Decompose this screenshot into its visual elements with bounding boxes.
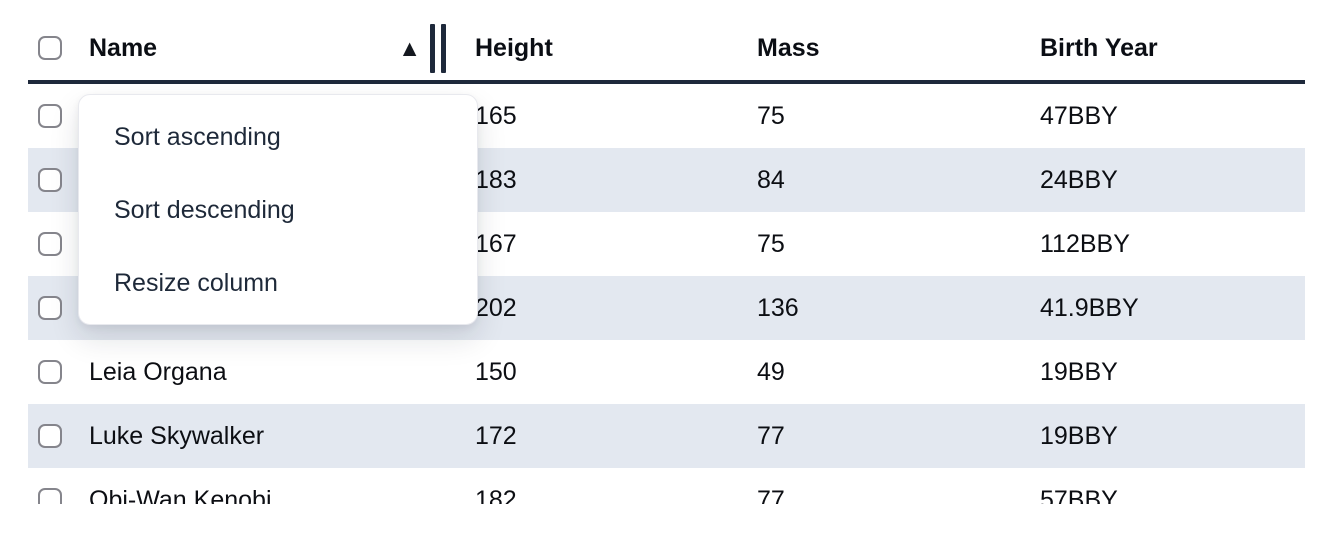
cell-name: Luke Skywalker bbox=[89, 421, 265, 450]
row-checkbox-cell bbox=[28, 168, 77, 192]
cell-mass: 75 bbox=[757, 101, 785, 130]
cell-height: 182 bbox=[475, 485, 517, 505]
cell-birth-year: 19BBY bbox=[1040, 357, 1118, 386]
cell-mass: 77 bbox=[757, 485, 785, 505]
menu-item-sort-ascending[interactable]: Sort ascending bbox=[114, 123, 281, 151]
column-header-height-label: Height bbox=[475, 33, 553, 62]
column-context-menu: Sort ascending Sort descending Resize co… bbox=[78, 94, 478, 325]
column-header-height[interactable]: Height bbox=[459, 34, 741, 63]
cell-birth-year: 19BBY bbox=[1040, 421, 1118, 450]
cell-height: 150 bbox=[475, 357, 517, 386]
menu-item-resize-column[interactable]: Resize column bbox=[114, 269, 278, 297]
column-header-birth-year[interactable]: Birth Year bbox=[1024, 34, 1305, 63]
row-checkbox[interactable] bbox=[38, 104, 62, 128]
cell-mass: 84 bbox=[757, 165, 785, 194]
column-header-birth-year-label: Birth Year bbox=[1040, 33, 1158, 62]
row-checkbox[interactable] bbox=[38, 168, 62, 192]
cell-name: Leia Organa bbox=[89, 357, 227, 386]
row-checkbox[interactable] bbox=[38, 488, 62, 504]
table-row: Leia Organa 150 49 19BBY bbox=[28, 340, 1305, 404]
row-checkbox-cell bbox=[28, 424, 77, 448]
row-checkbox[interactable] bbox=[38, 232, 62, 256]
cell-mass: 136 bbox=[757, 293, 799, 322]
cell-height: 165 bbox=[475, 101, 517, 130]
cell-mass: 77 bbox=[757, 421, 785, 450]
cell-name: Obi-Wan Kenobi bbox=[89, 485, 272, 505]
row-checkbox[interactable] bbox=[38, 424, 62, 448]
select-all-checkbox[interactable] bbox=[38, 36, 62, 60]
column-resize-handle-icon[interactable] bbox=[430, 23, 446, 73]
sort-ascending-indicator-icon: ▲ bbox=[398, 34, 421, 61]
row-checkbox-cell bbox=[28, 232, 77, 256]
cell-birth-year: 47BBY bbox=[1040, 101, 1118, 130]
cell-birth-year: 112BBY bbox=[1040, 229, 1130, 258]
column-header-mass[interactable]: Mass bbox=[741, 34, 1024, 63]
cell-height: 183 bbox=[475, 165, 517, 194]
menu-item-sort-descending[interactable]: Sort descending bbox=[114, 196, 295, 224]
cell-birth-year: 57BBY bbox=[1040, 485, 1118, 505]
row-checkbox[interactable] bbox=[38, 360, 62, 384]
cell-height: 172 bbox=[475, 421, 517, 450]
row-checkbox-cell bbox=[28, 488, 77, 504]
cell-birth-year: 24BBY bbox=[1040, 165, 1118, 194]
column-header-name-label: Name bbox=[89, 33, 158, 62]
table-row: Luke Skywalker 172 77 19BBY bbox=[28, 404, 1305, 468]
row-checkbox-cell bbox=[28, 104, 77, 128]
column-header-name[interactable]: Name ▲ bbox=[77, 23, 459, 73]
cell-mass: 49 bbox=[757, 357, 785, 386]
select-all-cell bbox=[28, 36, 77, 60]
column-header-mass-label: Mass bbox=[757, 33, 820, 62]
cell-height: 202 bbox=[475, 293, 517, 322]
row-checkbox[interactable] bbox=[38, 296, 62, 320]
row-checkbox-cell bbox=[28, 360, 77, 384]
table-header-row: Name ▲ Height Mass Birth Year bbox=[28, 0, 1305, 84]
cell-height: 167 bbox=[475, 229, 517, 258]
table-row: Obi-Wan Kenobi 182 77 57BBY bbox=[28, 468, 1305, 504]
row-checkbox-cell bbox=[28, 296, 77, 320]
cell-mass: 75 bbox=[757, 229, 785, 258]
cell-birth-year: 41.9BBY bbox=[1040, 293, 1139, 322]
